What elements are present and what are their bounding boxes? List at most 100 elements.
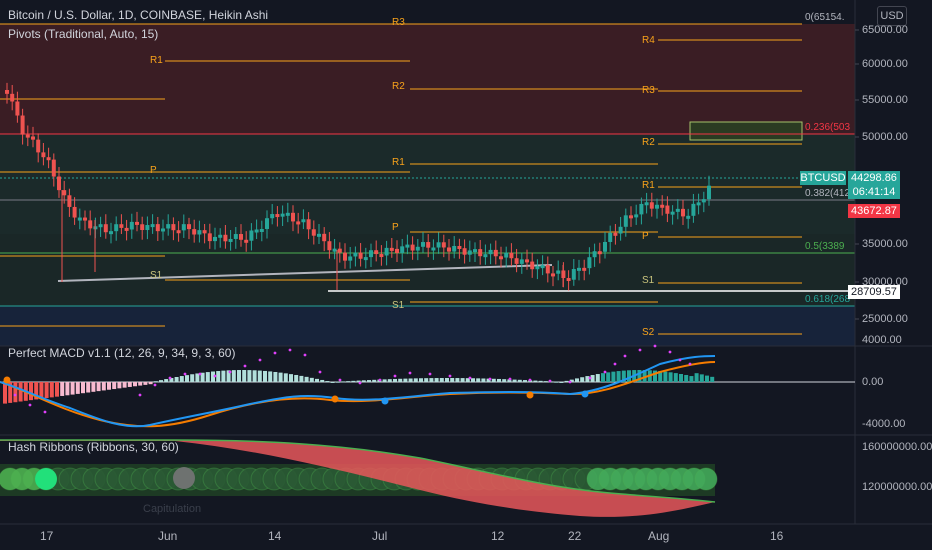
macd-dot: [603, 370, 607, 374]
candle-body: [285, 212, 290, 216]
macd-dot: [43, 410, 47, 414]
macd-dot: [198, 372, 202, 376]
time-axis-label: Aug: [648, 529, 670, 543]
macd-histogram-bar: [13, 382, 18, 403]
candle-body: [618, 226, 623, 234]
hash-indicator-legend[interactable]: Hash Ribbons (Ribbons, 30, 60): [8, 440, 179, 454]
candle-body: [655, 204, 659, 209]
candle-body: [665, 205, 670, 214]
candle-body: [629, 215, 633, 219]
macd-histogram-bar: [18, 382, 23, 402]
macd-histogram-bar: [564, 380, 569, 382]
chart-title[interactable]: Bitcoin / U.S. Dollar, 1D, COINBASE, Hei…: [8, 8, 269, 22]
macd-histogram-bar: [382, 379, 387, 382]
macd-histogram-bar: [543, 381, 548, 383]
candle-body: [218, 234, 223, 238]
symbol-tag: BTCUSD: [800, 171, 846, 185]
candle-body: [348, 256, 353, 261]
candle-body: [452, 245, 457, 252]
macd-histogram-bar: [403, 378, 408, 382]
candle-body: [613, 232, 618, 236]
macd-histogram-bar: [606, 372, 611, 382]
candle-body: [415, 246, 420, 251]
candle-body: [353, 252, 358, 257]
hash-axis-label: 120000000.00: [862, 481, 932, 493]
macd-dot: [653, 344, 657, 348]
macd-signal-line: [0, 361, 716, 428]
candle-body: [384, 247, 389, 256]
macd-dot: [358, 381, 362, 385]
macd-dot: [508, 377, 512, 381]
macd-histogram-bar: [621, 370, 626, 382]
candle-body: [166, 224, 171, 229]
macd-histogram-bar: [455, 378, 460, 382]
candle-body: [582, 267, 587, 271]
macd-histogram-bar: [642, 370, 647, 382]
highlight-box: [689, 121, 803, 141]
macd-dot: [678, 358, 682, 362]
macd-dot: [168, 376, 172, 380]
candle-body: [493, 249, 498, 257]
currency-button[interactable]: USD: [877, 6, 907, 26]
candle-body: [530, 261, 535, 270]
macd-axis-label: -4000.00: [862, 418, 906, 430]
macd-histogram-bar: [533, 380, 538, 382]
price-axis-label: 25000.00: [862, 313, 908, 325]
candle-body: [592, 251, 597, 258]
macd-histogram-bar: [710, 376, 715, 382]
candle-body: [696, 202, 701, 206]
macd-histogram-bar: [216, 371, 221, 382]
capitulation-label: Capitulation: [143, 503, 202, 515]
pivot-label: R1: [150, 55, 163, 66]
macd-histogram-bar: [601, 373, 605, 382]
pivot-label: R3: [392, 17, 405, 28]
candle-body: [577, 267, 581, 271]
macd-histogram-bar: [616, 371, 621, 382]
macd-histogram-bar: [44, 382, 49, 399]
candle-body: [540, 265, 545, 269]
macd-dot: [228, 370, 232, 374]
macd-histogram-bar: [174, 377, 179, 382]
pivot-indicator-legend[interactable]: Pivots (Traditional, Auto, 15): [8, 27, 159, 41]
candle-body: [10, 93, 15, 102]
macd-cross-marker: [526, 391, 534, 399]
macd-histogram-bar: [595, 374, 600, 382]
time-axis-label: 14: [268, 529, 282, 543]
candle-body: [551, 273, 555, 277]
macd-histogram-bar: [315, 378, 319, 382]
candle-body: [296, 221, 301, 225]
macd-histogram-bar: [49, 382, 54, 398]
price-axis-label: 55000.00: [862, 94, 908, 106]
macd-histogram-bar: [502, 379, 507, 382]
time-axis-label: 12: [491, 529, 505, 543]
pivot-label: S1: [392, 300, 405, 311]
candle-body: [161, 228, 165, 232]
macd-histogram-bar: [283, 373, 288, 382]
macd-histogram-bar: [439, 378, 444, 382]
macd-indicator-legend[interactable]: Perfect MACD v1.1 (12, 26, 9, 34, 9, 3, …: [8, 346, 236, 360]
candle-body: [135, 221, 139, 225]
candle-body: [176, 230, 181, 234]
pivot-label: S1: [150, 270, 163, 281]
macd-histogram-bar: [304, 376, 309, 382]
candle-body: [306, 219, 311, 230]
macd-dot: [668, 350, 672, 354]
macd-histogram-bar: [294, 374, 299, 382]
candle-body: [239, 234, 243, 240]
candle-body: [5, 90, 9, 94]
candle-body: [509, 252, 514, 259]
pivot-lines: [0, 23, 802, 335]
macd-histogram-bar: [231, 370, 236, 382]
candle-body: [691, 203, 696, 216]
macd-histogram-bar: [325, 381, 330, 383]
macd-histogram-bar: [143, 382, 148, 385]
macd-histogram-bar: [122, 382, 127, 388]
macd-dot: [623, 354, 627, 358]
pivot-label: S1: [642, 275, 655, 286]
macd-dot: [408, 371, 412, 375]
macd-histogram-bar: [70, 382, 75, 395]
candle-body: [275, 214, 280, 218]
macd-histogram-bar: [627, 370, 631, 382]
